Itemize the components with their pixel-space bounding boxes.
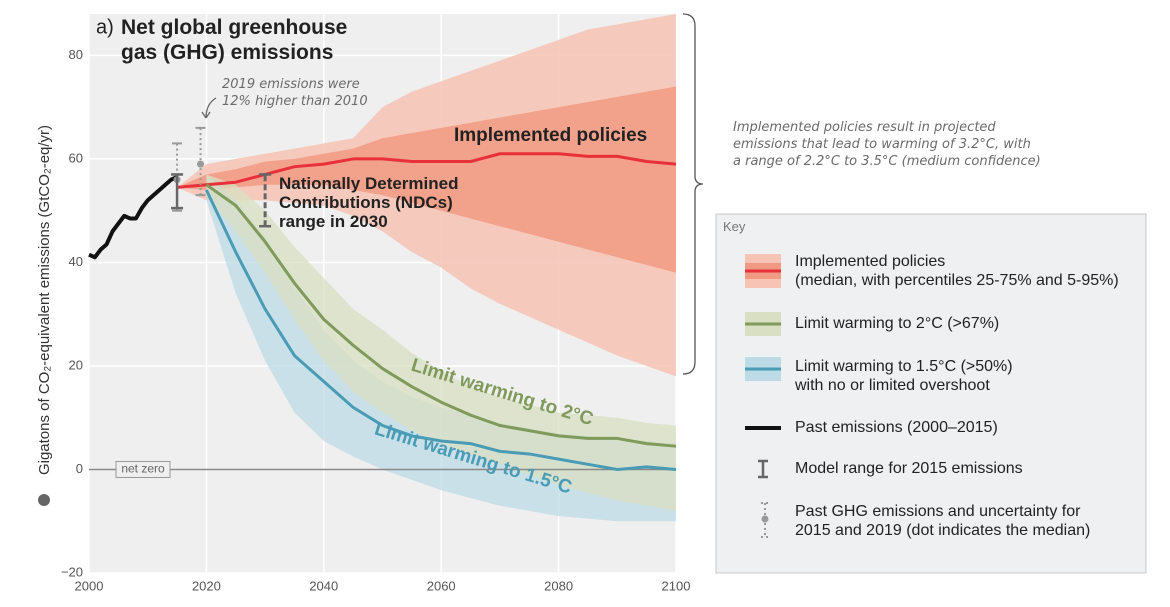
scenario-band [206,174,676,511]
x-tick-label: 2020 [192,578,221,593]
y-tick-label: −20 [61,564,83,579]
series-line [205,183,677,448]
legend-entry: Limit warming to 2°C (>67%) [795,315,1000,332]
y-tick-label: 0 [76,461,83,476]
annotation: Implemented policies result in projected… [733,120,1041,169]
series-line [176,152,677,189]
brace [682,13,704,375]
zero-label-box [115,460,171,478]
legend-entry: Past GHG emissions and uncertainty for 2… [795,503,1091,539]
series-line [88,175,178,260]
panel-letter: a) [96,16,114,38]
y-tick-label: 40 [69,254,83,269]
key-box [715,213,1147,574]
axis-icon [38,494,50,506]
x-tick-label: 2040 [309,578,338,593]
x-tick-label: 2100 [662,578,691,593]
x-tick-label: 2080 [544,578,573,593]
annotation-arrow [201,97,217,119]
y-tick-label: 20 [69,357,83,372]
y-axis-label: Gigatons of CO₂-equivalent emissions (Gt… [36,125,53,475]
ndc-label: Nationally Determined Contributions (NDC… [279,174,459,231]
zero-label: net zero [121,462,165,476]
x-tick-label: 2060 [427,578,456,593]
key-swatch [758,459,768,479]
implemented-label: Implemented policies [454,125,648,146]
legend-entry: Implemented policies (median, with perce… [795,253,1119,289]
key-title: Key [723,219,746,234]
key-swatch [761,515,769,523]
band-25-75 [177,86,677,273]
legend-entry: Past emissions (2000–2015) [795,419,998,436]
x-tick-label: 2000 [75,578,104,593]
series-line [205,189,677,471]
annotation: 2019 emissions were 12% higher than 2010 [222,77,368,109]
legend-entry: Limit warming to 1.5°C (>50%) with no or… [795,358,1013,394]
y-tick-label: 80 [69,47,83,62]
legend-entry: Model range for 2015 emissions [795,460,1023,477]
uncertainty-median [197,160,205,168]
chart-title: Net global greenhouse gas (GHG) emission… [121,16,348,64]
y-tick-label: 60 [69,150,83,165]
